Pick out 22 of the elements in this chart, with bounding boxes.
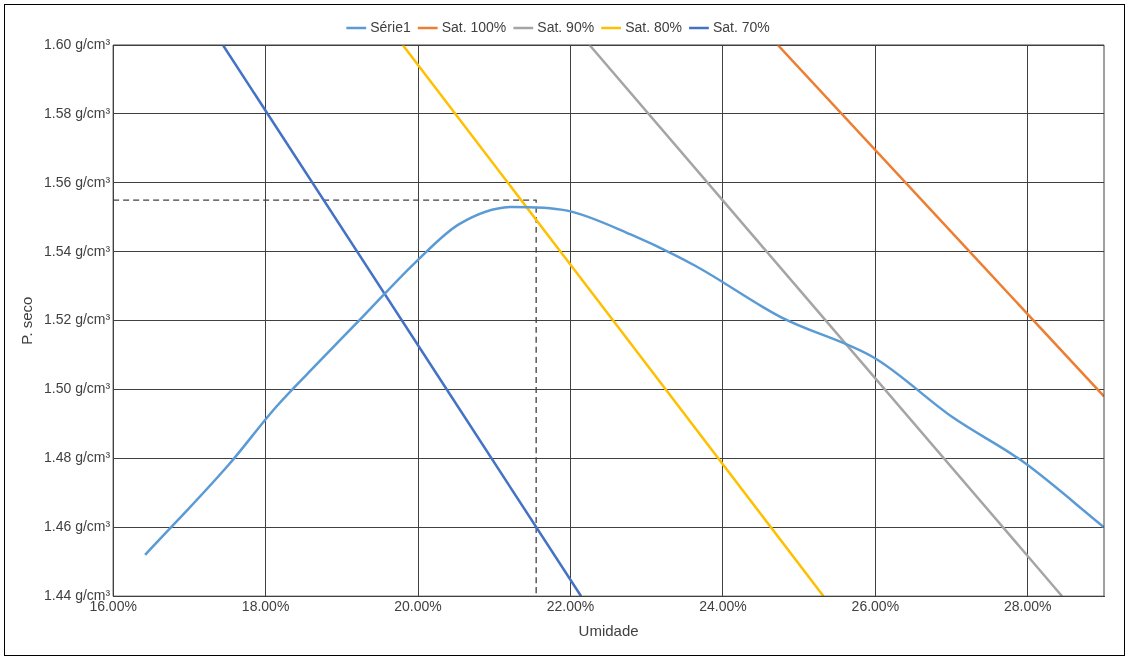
legend-label: Sat. 90% — [537, 18, 595, 35]
y-tick-label: 1.50 g/cm³ — [44, 380, 111, 397]
x-tick-label: 20.00% — [394, 598, 442, 615]
legend-label: Sat. 70% — [712, 18, 770, 35]
y-tick-label: 1.52 g/cm³ — [44, 311, 111, 328]
y-tick-label: 1.54 g/cm³ — [44, 242, 111, 259]
line-series — [143, 205, 1104, 557]
y-axis-title: P. seco — [18, 296, 36, 345]
y-tick-label: 1.56 g/cm³ — [44, 173, 111, 190]
legend-label: Sat. 100% — [441, 18, 507, 35]
y-tick-label: 1.58 g/cm³ — [44, 104, 111, 121]
y-tick-label: 1.60 g/cm³ — [44, 35, 111, 52]
y-tick-label: 1.48 g/cm³ — [44, 449, 111, 466]
legend-label: Série1 — [370, 18, 411, 35]
x-tick-label: 24.00% — [699, 598, 747, 615]
x-tick-label: 26.00% — [851, 598, 900, 615]
x-tick-label: 28.00% — [1004, 598, 1052, 615]
y-tick-label: 1.46 g/cm³ — [44, 518, 111, 535]
legend-label: Sat. 80% — [625, 18, 682, 35]
x-axis-title: Umidade — [578, 622, 639, 640]
x-tick-label: 22.00% — [546, 598, 595, 615]
x-tick-label: 18.00% — [241, 598, 290, 615]
